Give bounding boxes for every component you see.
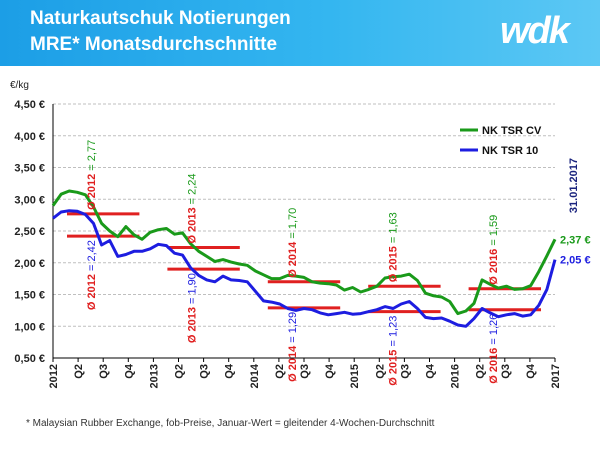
y-tick-label: 4,00 € (14, 131, 45, 143)
legend: NK TSR CV NK TSR 10 (460, 125, 542, 157)
y-tick-label: 3,50 € (14, 163, 45, 175)
tsr10-average-label: Ø 2012 = 2,42 (86, 240, 98, 310)
x-tick-label: Q4 (425, 363, 437, 379)
tsr10-average-year: Ø 2014 (287, 345, 299, 382)
title-line-2: MRE* Monatsdurchschnitte (30, 34, 278, 55)
x-tick-label: Q2 (174, 364, 186, 379)
cv-average-year: Ø 2015 (387, 246, 399, 282)
cv-average-label: Ø 2012 = 2,77 (86, 140, 98, 210)
header-banner: Naturkautschuk Notierungen MRE* Monatsdu… (0, 0, 600, 66)
cv-average-year: Ø 2012 (86, 174, 98, 210)
date-label: 31.01.2017 (568, 158, 580, 213)
x-tick-label: Q2 (274, 364, 286, 379)
y-tick-label: 2,00 € (14, 258, 45, 270)
series-line-nk-tsr-10 (52, 209, 557, 328)
y-axis-label: €/kg (10, 80, 29, 91)
cv-average-year: Ø 2013 (187, 207, 199, 243)
cv-average-label: Ø 2014 = 1,70 (287, 208, 299, 278)
tsr10-average-value: = 1,26 (488, 314, 500, 348)
footnote: * Malaysian Rubber Exchange, fob-Preise,… (26, 418, 435, 429)
legend-label: NK TSR 10 (482, 145, 538, 157)
cv-average-value: = 2,24 (187, 173, 199, 207)
x-tick-label: 2013 (148, 364, 160, 388)
y-tick-label: 0,50 € (14, 353, 45, 365)
cv-average-label: Ø 2013 = 2,24 (187, 173, 199, 243)
cv-average-value: = 1,63 (387, 212, 399, 246)
x-tick-label: Q4 (224, 363, 236, 379)
x-tick-label: Q4 (525, 363, 537, 379)
tsr10-average-value: = 2,42 (86, 240, 98, 274)
x-tick-label: 2017 (550, 364, 562, 388)
tsr10-average-label: Ø 2014 = 1,29 (287, 312, 299, 382)
x-tick-label: Q2 (374, 364, 386, 379)
tsr10-average-year: Ø 2015 (387, 350, 399, 386)
legend-label: NK TSR CV (482, 125, 542, 137)
y-tick-label: 2,50 € (14, 226, 45, 238)
series-line-nk-tsr-cv (51, 189, 557, 316)
x-tick-label: Q4 (123, 363, 135, 379)
cv-average-year: Ø 2016 (488, 249, 500, 285)
cv-average-year: Ø 2014 (287, 241, 299, 278)
y-tick-label: 3,00 € (14, 194, 45, 206)
y-tick-label: 4,50 € (14, 99, 45, 111)
cv-average-value: = 1,70 (287, 208, 299, 242)
y-tick-label: 1,50 € (14, 290, 45, 302)
tsr10-average-year: Ø 2012 (86, 274, 98, 310)
price-chart: 0,50 € 1,00 € 1,50 € 2,00 € 2,50 € 3,00 € 3,50… (10, 80, 591, 388)
x-tick-label: Q3 (500, 364, 512, 379)
x-tick-label: Q3 (299, 364, 311, 379)
series-end-label: 2,37 € (560, 234, 591, 246)
x-tick-label: 2014 (249, 363, 261, 388)
series-end-label: 2,05 € (560, 255, 591, 267)
tsr10-average-value: = 1,23 (387, 316, 399, 350)
tsr10-average-value: = 1,29 (287, 312, 299, 346)
title-line-1: Naturkautschuk Notierungen (30, 8, 291, 29)
tsr10-average-year: Ø 2016 (488, 348, 500, 384)
x-tick-label: 2012 (48, 364, 60, 388)
grid-layer (53, 103, 555, 327)
x-tick-label: Q2 (73, 364, 85, 379)
label-layer: Ø 2012 = 2,77Ø 2012 = 2,42Ø 2013 = 2,24Ø… (86, 140, 590, 386)
x-tick-label: Q3 (399, 364, 411, 379)
cv-average-label: Ø 2016 = 1,59 (488, 215, 500, 285)
x-tick-label: Q4 (324, 363, 336, 379)
y-tick-label: 1,00 € (14, 321, 45, 333)
x-tick-label: Q3 (199, 364, 211, 379)
x-tick-label: 2015 (349, 364, 361, 388)
x-tick-label: Q3 (98, 364, 110, 379)
tsr10-average-label: Ø 2013 = 1,90 (187, 273, 199, 343)
tsr10-average-label: Ø 2015 = 1,23 (387, 316, 399, 386)
cv-average-label: Ø 2015 = 1,63 (387, 212, 399, 282)
x-tick-label: 2016 (450, 364, 462, 388)
x-tick-label: Q2 (475, 364, 487, 379)
tsr10-average-label: Ø 2016 = 1,26 (488, 314, 500, 384)
tsr10-average-year: Ø 2013 (187, 307, 199, 343)
cv-average-value: = 1,59 (488, 215, 500, 249)
series-layer (51, 189, 557, 328)
average-lines (67, 212, 541, 314)
wdk-logo: wdk (500, 10, 570, 52)
cv-average-value: = 2,77 (86, 140, 98, 174)
tsr10-average-value: = 1,90 (187, 273, 199, 307)
axis-layer: 0,50 € 1,00 € 1,50 € 2,00 € 2,50 € 3,00 € 3,50… (10, 80, 562, 388)
